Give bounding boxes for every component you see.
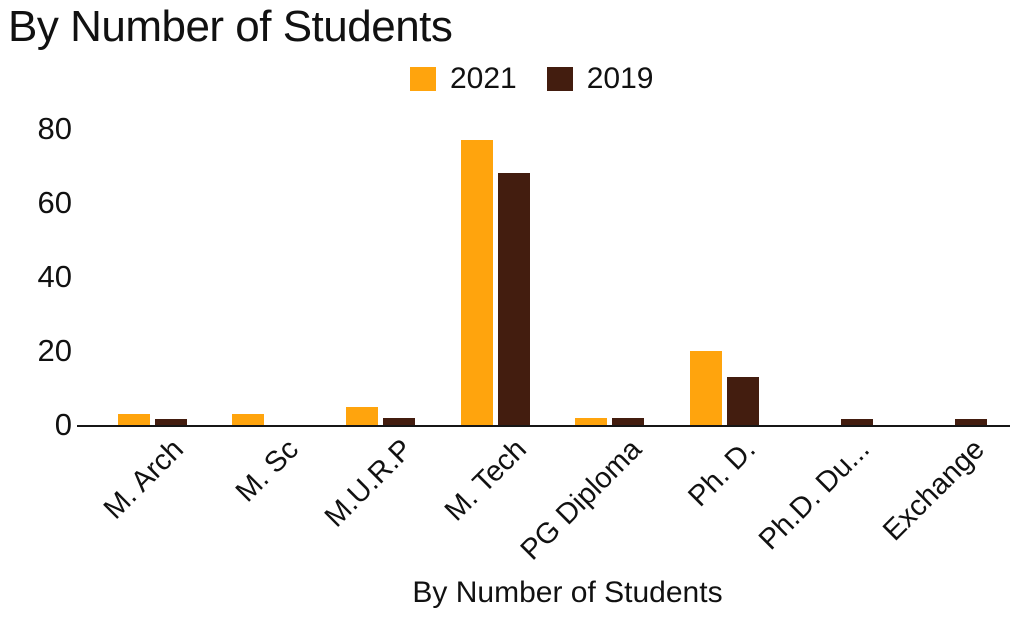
bar-2021 bbox=[232, 413, 265, 425]
plot-area bbox=[95, 129, 1010, 425]
y-tick-label: 20 bbox=[37, 333, 72, 368]
y-tick-label: 40 bbox=[37, 259, 72, 294]
chart-title: By Number of Students bbox=[8, 2, 453, 51]
x-axis-line bbox=[77, 425, 1010, 427]
y-tick-label: 0 bbox=[54, 407, 72, 442]
bar-2021 bbox=[575, 417, 608, 425]
bar-2019 bbox=[955, 419, 988, 425]
legend-swatch bbox=[546, 67, 573, 91]
bar-2019 bbox=[612, 417, 645, 425]
bar-2021 bbox=[117, 413, 150, 425]
bar-2019 bbox=[726, 376, 759, 425]
y-tick-label: 60 bbox=[37, 185, 72, 220]
bar-group bbox=[324, 129, 438, 425]
bar-group bbox=[438, 129, 552, 425]
bar-group bbox=[896, 129, 1010, 425]
bar-group bbox=[553, 129, 667, 425]
y-tick-label: 80 bbox=[37, 111, 72, 146]
bar-2021 bbox=[460, 140, 493, 425]
bar-2021 bbox=[346, 406, 379, 425]
bar-group bbox=[209, 129, 323, 425]
legend-label: 2019 bbox=[586, 62, 654, 95]
legend-item: 2021 bbox=[410, 64, 517, 94]
bar-2019 bbox=[497, 173, 530, 425]
legend-swatch bbox=[410, 67, 436, 91]
legend-label: 2021 bbox=[450, 62, 517, 95]
bar-group bbox=[667, 129, 781, 425]
bar-2019 bbox=[383, 417, 416, 425]
bar-2019 bbox=[840, 419, 873, 425]
bar-group bbox=[781, 129, 895, 425]
bar-group bbox=[95, 129, 209, 425]
legend-item: 2019 bbox=[546, 62, 654, 95]
legend: 2021 2019 bbox=[410, 64, 654, 94]
bar-2021 bbox=[689, 351, 722, 425]
x-axis-title: By Number of Students bbox=[412, 576, 723, 609]
bar-2019 bbox=[154, 419, 187, 425]
